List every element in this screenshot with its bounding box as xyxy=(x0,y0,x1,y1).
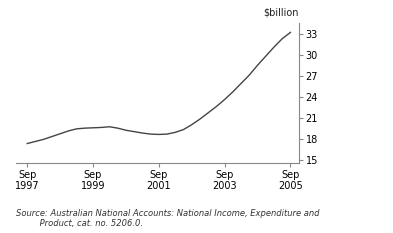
Text: Source: Australian National Accounts: National Income, Expenditure and
         : Source: Australian National Accounts: Na… xyxy=(16,209,319,228)
Text: $billion: $billion xyxy=(263,8,299,18)
